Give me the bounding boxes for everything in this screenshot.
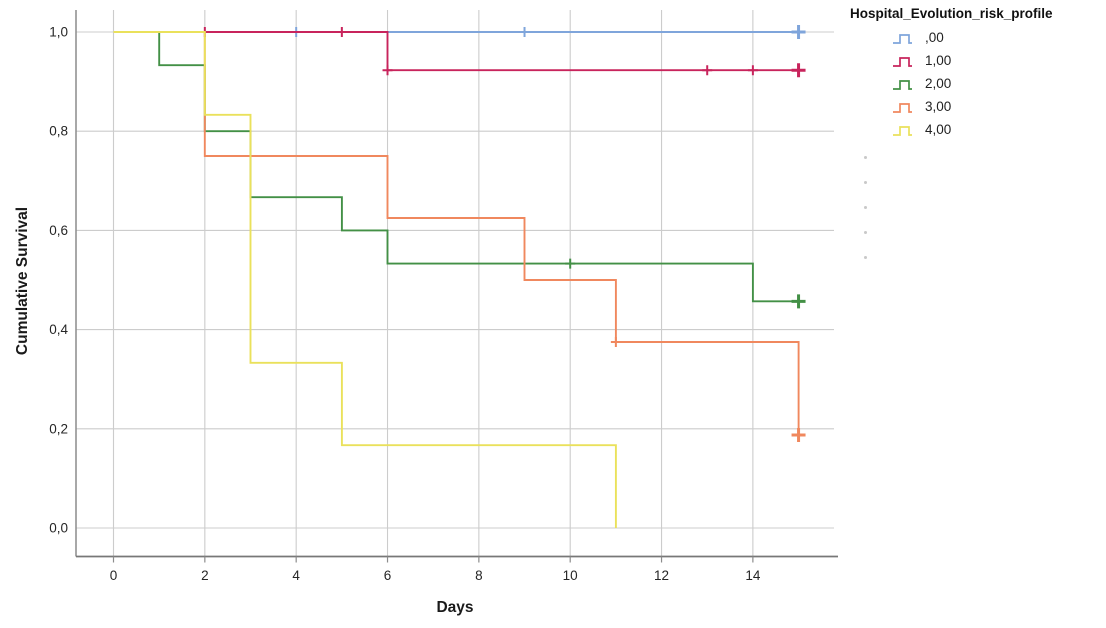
- legend-item-group-1: 1,00: [850, 49, 1104, 72]
- censor-mark-1: [702, 65, 713, 76]
- legend-faint-dot: [864, 206, 867, 209]
- x-tick-label: 4: [292, 568, 300, 583]
- legend-item-label: 2,00: [925, 76, 952, 91]
- x-tick-label: 6: [384, 568, 392, 583]
- x-axis-title: Days: [436, 599, 474, 616]
- legend-swatch-step-icon: [893, 33, 912, 44]
- legend-faint-dot: [864, 156, 867, 159]
- end-censor-mark-0: [791, 25, 806, 39]
- censor-mark-1: [382, 65, 393, 76]
- legend-item-group-2: 2,00: [850, 72, 1104, 95]
- x-tick-label: 14: [745, 568, 761, 583]
- censor-mark-2: [565, 258, 576, 269]
- legend-item-group-4: 4,00: [850, 118, 1104, 141]
- x-tick-label: 12: [654, 568, 669, 583]
- legend-items: ,00 1,00 2,00 3,00: [850, 26, 1104, 141]
- y-axis-title: Cumulative Survival: [14, 206, 31, 356]
- censor-mark-1: [747, 65, 758, 76]
- legend-swatch-step-icon: [893, 102, 912, 113]
- legend-item-label: 1,00: [925, 53, 952, 68]
- legend-item-label: 3,00: [925, 99, 952, 114]
- survival-curve-4: [113, 31, 617, 528]
- legend-swatch-step-icon: [893, 79, 912, 90]
- legend-swatch-step-icon: [893, 125, 912, 136]
- legend-item-group-0: ,00: [850, 26, 1104, 49]
- x-tick-label: 0: [110, 568, 118, 583]
- y-tick-label: 0,8: [49, 124, 68, 139]
- legend-item-group-3: 3,00: [850, 95, 1104, 118]
- y-tick-label: 0,0: [49, 521, 68, 536]
- legend-swatch-step-icon: [893, 56, 912, 67]
- x-tick-label: 8: [475, 568, 483, 583]
- legend-title: Hospital_Evolution_risk_profile: [850, 6, 1053, 21]
- legend-faint-dot: [864, 256, 867, 259]
- y-tick-label: 0,4: [49, 322, 68, 337]
- censor-mark-1: [336, 27, 347, 37]
- end-censor-mark-3: [791, 428, 806, 442]
- y-tick-label: 0,2: [49, 421, 68, 436]
- end-censor-mark-1: [791, 63, 806, 78]
- legend-item-label: 4,00: [925, 122, 952, 137]
- legend-faint-dot: [864, 181, 867, 184]
- survival-curve-1: [113, 31, 804, 72]
- legend-faint-dot: [864, 231, 867, 234]
- y-tick-label: 1,0: [49, 25, 68, 40]
- x-tick-label: 2: [201, 568, 209, 583]
- survival-curve-2: [113, 31, 804, 303]
- censor-mark-0: [519, 27, 530, 37]
- x-tick-label: 10: [563, 568, 578, 583]
- y-tick-label: 0,6: [49, 223, 68, 238]
- censor-mark-3: [610, 337, 621, 347]
- legend-item-label: ,00: [925, 30, 944, 45]
- survival-curve-3: [113, 31, 800, 435]
- legend: Hospital_Evolution_risk_profile ,00 1,00…: [850, 6, 1104, 259]
- end-censor-mark-2: [791, 294, 806, 309]
